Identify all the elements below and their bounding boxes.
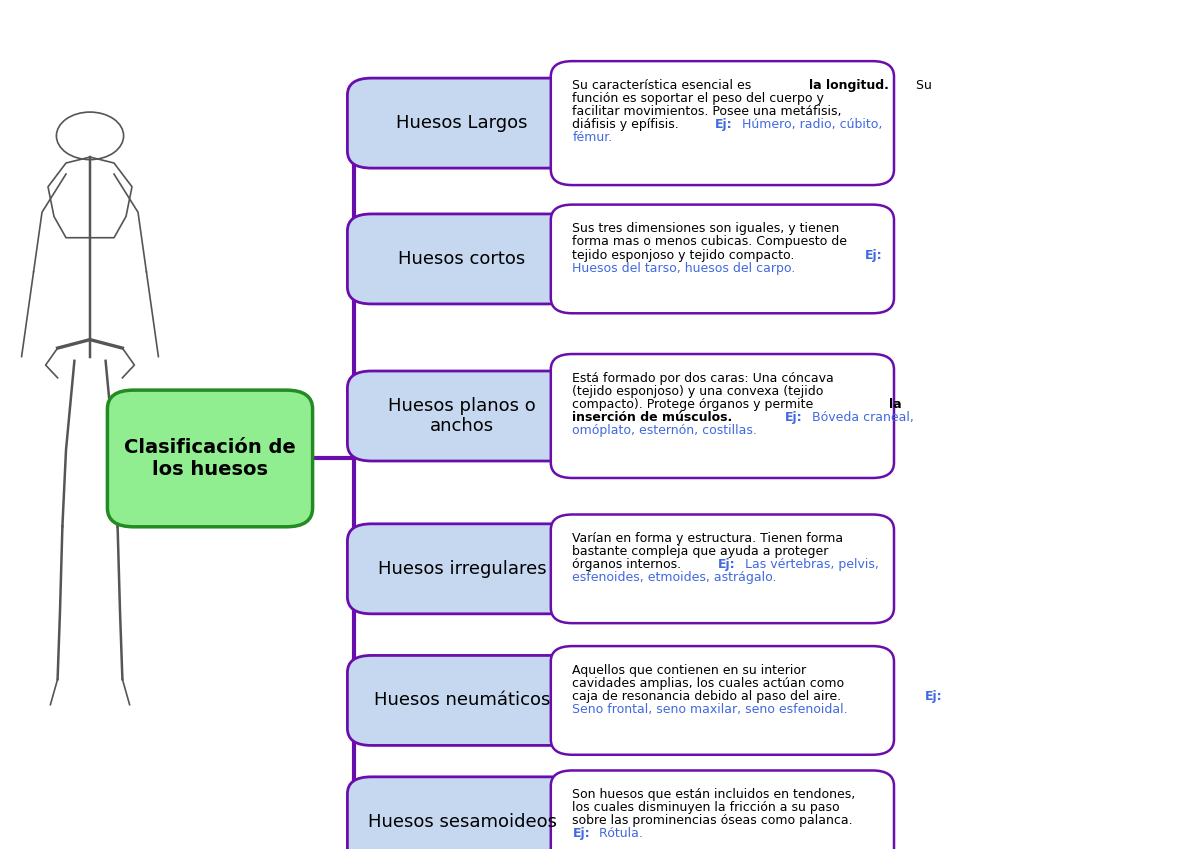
Text: Su característica esencial es: Su característica esencial es bbox=[572, 79, 756, 92]
Text: los cuales disminuyen la fricción a su paso: los cuales disminuyen la fricción a su p… bbox=[572, 801, 840, 814]
FancyBboxPatch shape bbox=[551, 61, 894, 185]
FancyBboxPatch shape bbox=[551, 771, 894, 849]
Text: Huesos Largos: Huesos Largos bbox=[396, 114, 528, 132]
Text: Ej:: Ej: bbox=[864, 249, 882, 261]
Text: sobre las prominencias óseas como palanca.: sobre las prominencias óseas como palanc… bbox=[572, 814, 853, 828]
FancyBboxPatch shape bbox=[348, 524, 577, 614]
Text: forma mas o menos cubicas. Compuesto de: forma mas o menos cubicas. Compuesto de bbox=[572, 235, 847, 249]
Text: Está formado por dos caras: Una cóncava: Está formado por dos caras: Una cóncava bbox=[572, 372, 834, 385]
Text: Huesos sesamoideos: Huesos sesamoideos bbox=[367, 812, 557, 831]
Text: Huesos planos o
anchos: Huesos planos o anchos bbox=[388, 396, 536, 436]
Text: Su: Su bbox=[912, 79, 931, 92]
Text: Bóveda craneal,: Bóveda craneal, bbox=[808, 411, 913, 424]
Text: Ej:: Ej: bbox=[719, 559, 736, 571]
Text: Seno frontal, seno maxilar, seno esfenoidal.: Seno frontal, seno maxilar, seno esfenoi… bbox=[572, 703, 848, 716]
FancyBboxPatch shape bbox=[348, 371, 577, 461]
Text: Ej:: Ej: bbox=[925, 690, 942, 703]
Text: caja de resonancia debido al paso del aire.: caja de resonancia debido al paso del ai… bbox=[572, 690, 846, 703]
Text: compacto). Protege órganos y permite: compacto). Protege órganos y permite bbox=[572, 398, 817, 411]
Text: Ej:: Ej: bbox=[572, 828, 590, 841]
FancyBboxPatch shape bbox=[551, 354, 894, 478]
Text: Varían en forma y estructura. Tienen forma: Varían en forma y estructura. Tienen for… bbox=[572, 532, 844, 545]
Text: Ej:: Ej: bbox=[715, 118, 733, 131]
FancyBboxPatch shape bbox=[348, 78, 577, 168]
Text: facilitar movimientos. Posee una metáfisis,: facilitar movimientos. Posee una metáfis… bbox=[572, 105, 842, 118]
Text: inserción de músculos.: inserción de músculos. bbox=[572, 411, 737, 424]
Text: Rótula.: Rótula. bbox=[595, 828, 643, 841]
Text: órganos internos.: órganos internos. bbox=[572, 559, 685, 571]
Bar bbox=[18, 153, 162, 764]
Text: Huesos del tarso, huesos del carpo.: Huesos del tarso, huesos del carpo. bbox=[572, 261, 796, 274]
Text: Clasificación de
los huesos: Clasificación de los huesos bbox=[124, 438, 296, 479]
FancyBboxPatch shape bbox=[348, 777, 577, 849]
Text: función es soportar el peso del cuerpo y: función es soportar el peso del cuerpo y bbox=[572, 92, 824, 105]
Text: Ej:: Ej: bbox=[785, 411, 803, 424]
Text: Huesos irregulares: Huesos irregulares bbox=[378, 559, 546, 578]
Text: la longitud.: la longitud. bbox=[809, 79, 889, 92]
FancyBboxPatch shape bbox=[348, 655, 577, 745]
Text: Aquellos que contienen en su interior: Aquellos que contienen en su interior bbox=[572, 664, 806, 677]
Text: Son huesos que están incluidos en tendones,: Son huesos que están incluidos en tendon… bbox=[572, 788, 856, 801]
FancyBboxPatch shape bbox=[348, 214, 577, 304]
Text: Huesos cortos: Huesos cortos bbox=[398, 250, 526, 268]
FancyBboxPatch shape bbox=[108, 391, 312, 526]
FancyBboxPatch shape bbox=[551, 514, 894, 623]
Text: Húmero, radio, cúbito,: Húmero, radio, cúbito, bbox=[738, 118, 882, 131]
Text: Sus tres dimensiones son iguales, y tienen: Sus tres dimensiones son iguales, y tien… bbox=[572, 222, 840, 235]
FancyBboxPatch shape bbox=[551, 646, 894, 755]
Text: omóplato, esternón, costillas.: omóplato, esternón, costillas. bbox=[572, 424, 757, 437]
FancyBboxPatch shape bbox=[551, 205, 894, 313]
Text: (tejido esponjoso) y una convexa (tejido: (tejido esponjoso) y una convexa (tejido bbox=[572, 385, 823, 398]
Text: cavidades amplias, los cuales actúan como: cavidades amplias, los cuales actúan com… bbox=[572, 677, 845, 690]
Text: Las vértebras, pelvis,: Las vértebras, pelvis, bbox=[742, 559, 878, 571]
Text: Huesos neumáticos: Huesos neumáticos bbox=[374, 691, 550, 710]
Text: fémur.: fémur. bbox=[572, 131, 613, 144]
Text: bastante compleja que ayuda a proteger: bastante compleja que ayuda a proteger bbox=[572, 545, 829, 559]
Text: diáfisis y epífisis.: diáfisis y epífisis. bbox=[572, 118, 683, 131]
Text: la: la bbox=[889, 398, 901, 411]
Text: esfenoides, etmoides, astrágalo.: esfenoides, etmoides, astrágalo. bbox=[572, 571, 776, 584]
Text: tejido esponjoso y tejido compacto.: tejido esponjoso y tejido compacto. bbox=[572, 249, 799, 261]
